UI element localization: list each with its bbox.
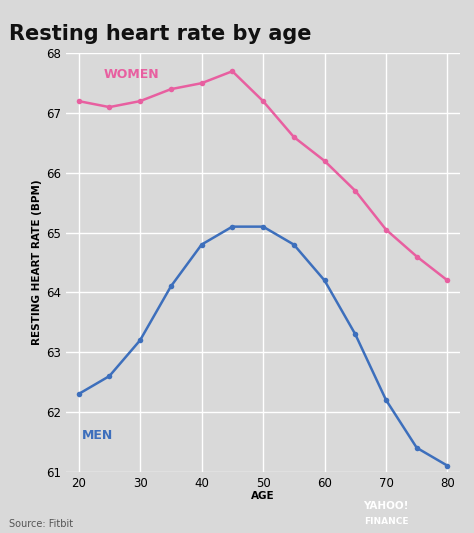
X-axis label: AGE: AGE — [251, 491, 275, 501]
Text: Resting heart rate by age: Resting heart rate by age — [9, 24, 312, 44]
Text: MEN: MEN — [82, 429, 113, 442]
Text: Source: Fitbit: Source: Fitbit — [9, 519, 73, 529]
Text: WOMEN: WOMEN — [103, 68, 159, 82]
Text: FINANCE: FINANCE — [364, 517, 409, 526]
Text: YAHOO!: YAHOO! — [364, 500, 409, 511]
Y-axis label: RESTING HEART RATE (BPM): RESTING HEART RATE (BPM) — [32, 180, 42, 345]
